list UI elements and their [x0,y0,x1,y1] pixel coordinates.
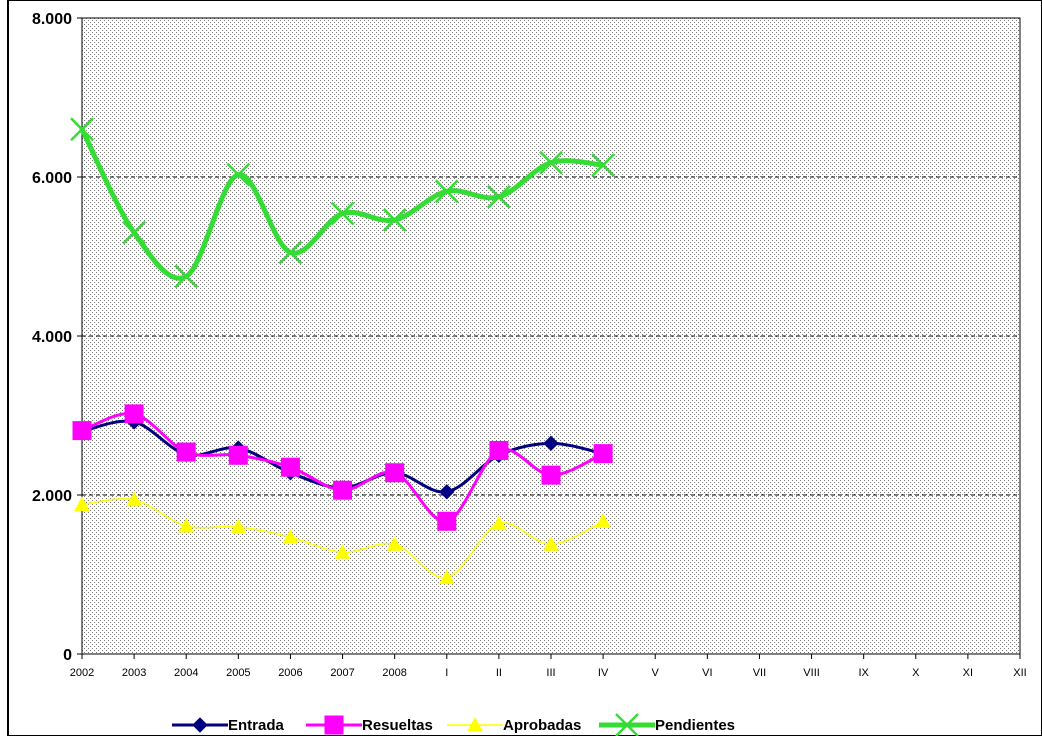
series-resueltas [72,404,613,531]
x-tick-label: IV [598,667,609,679]
series-aprobadas [74,491,611,585]
legend-marker [467,716,483,732]
marker-stroke [122,220,146,245]
x-axis: 2002 2003 2004 2005 2006 2007 2008 I II III IV V VI V… [70,654,1027,679]
data-point [543,536,559,551]
marker-stroke [278,240,303,265]
x-tick-label: 2006 [278,667,302,679]
data-point [439,484,455,500]
data-point [434,179,459,204]
y-tick-label: 6.000 [32,170,72,187]
x-tick-label: 2003 [122,667,146,679]
legend-label: Entrada [228,717,285,734]
legend: Entrada Resueltas Aprobadas Pendientes [172,713,735,736]
data-point [437,511,457,531]
marker-stroke [487,184,511,209]
data-point [333,480,353,500]
x-tick-label: 2002 [70,667,94,679]
legend-label: Pendientes [655,717,735,734]
data-point [124,404,144,424]
legend-item-aprobadas: Aprobadas [447,716,581,734]
legend-marker [615,713,639,736]
data-point [176,442,196,462]
legend-item-pendientes: Pendientes [599,713,735,736]
data-point [74,496,90,512]
y-tick-label: 0 [63,647,72,664]
marker-stroke [70,117,94,142]
legend-label: Resueltas [362,717,433,734]
data-point [226,162,251,187]
y-axis: 0 2.000 4.000 6.000 8.000 [32,11,82,664]
marker-stroke [174,264,199,289]
legend-item-entrada: Entrada [172,717,285,734]
data-point [593,444,613,464]
data-point [489,440,509,460]
data-point [543,435,559,452]
x-tick-label: VIII [803,667,820,679]
data-point [591,153,615,177]
data-point [70,117,94,142]
y-tick-label: 4.000 [32,329,72,346]
x-tick-label: I [445,667,448,679]
data-point [386,536,403,551]
marker-stroke [226,162,251,187]
marker-stroke [382,208,407,232]
x-tick-label: IX [858,667,869,679]
x-tick-label: XII [1013,667,1026,679]
data-point [382,208,407,232]
data-point [72,421,92,441]
marker-stroke [591,153,615,177]
x-tick-label: 2004 [174,667,198,679]
data-point [178,517,195,533]
legend-label: Aprobadas [503,717,581,734]
marker-stroke [330,201,355,226]
y-tick-label: 8.000 [32,11,72,28]
series-line [81,498,604,579]
x-tick-label: X [912,667,920,679]
series-pendientes [70,117,615,289]
series-line [79,126,606,281]
legend-marker [324,715,344,735]
data-point [280,457,300,477]
data-point [334,544,351,559]
data-point [539,150,563,175]
x-tick-label: VI [702,667,712,679]
x-tick-label: XI [963,667,973,679]
data-point [595,513,611,528]
marker-stroke [615,713,639,736]
x-tick-label: II [496,667,502,679]
data-point [228,445,248,465]
legend-item-resueltas: Resueltas [306,715,433,735]
data-point [487,184,511,209]
data-point [438,569,455,585]
x-tick-label: V [652,667,660,679]
data-point [230,518,247,534]
data-point [278,240,303,265]
marker-stroke [434,179,459,204]
data-point [122,220,146,245]
y-tick-label: 2.000 [32,488,72,505]
data-point [282,529,299,544]
marker-stroke [539,150,563,175]
legend-marker [192,717,208,733]
series-lines [70,117,615,585]
data-point [385,463,405,483]
data-point [126,491,142,507]
data-point [174,264,199,289]
data-point [541,465,561,485]
data-point [491,515,507,531]
x-tick-label: III [546,667,555,679]
x-tick-label: 2008 [382,667,406,679]
x-tick-label: 2005 [226,667,250,679]
x-tick-label: VII [753,667,766,679]
data-point [330,201,355,226]
x-tick-label: 2007 [330,667,354,679]
